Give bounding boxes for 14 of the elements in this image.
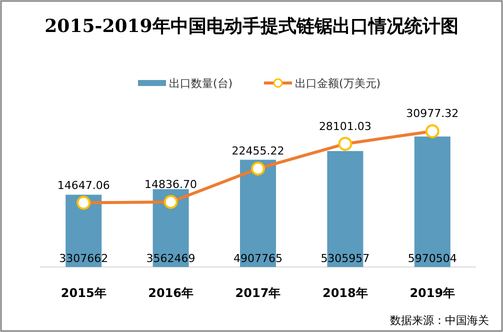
data-label: 22455.22 [232, 144, 284, 158]
legend-label: 出口金额(万美元) [295, 77, 381, 90]
title: 2015-2019年中国电动手提式链锯出口情况统计图 [44, 16, 458, 37]
source-note: 数据来源：中国海关 [390, 314, 489, 327]
x-tick-label: 2015年 [60, 286, 106, 300]
x-tick-label: 2017年 [235, 286, 281, 300]
x-tick-label: 2019年 [410, 286, 456, 300]
x-tick-label: 2018年 [322, 286, 368, 300]
data-label: 14836.70 [144, 178, 198, 191]
data-label: 30977.32 [406, 107, 459, 120]
x-tick-label: 2016年 [148, 286, 194, 300]
data-label: 28101.03 [318, 120, 372, 133]
data-label: 14647.06 [57, 178, 110, 192]
legend-label: 出口数量(台) [169, 77, 233, 90]
